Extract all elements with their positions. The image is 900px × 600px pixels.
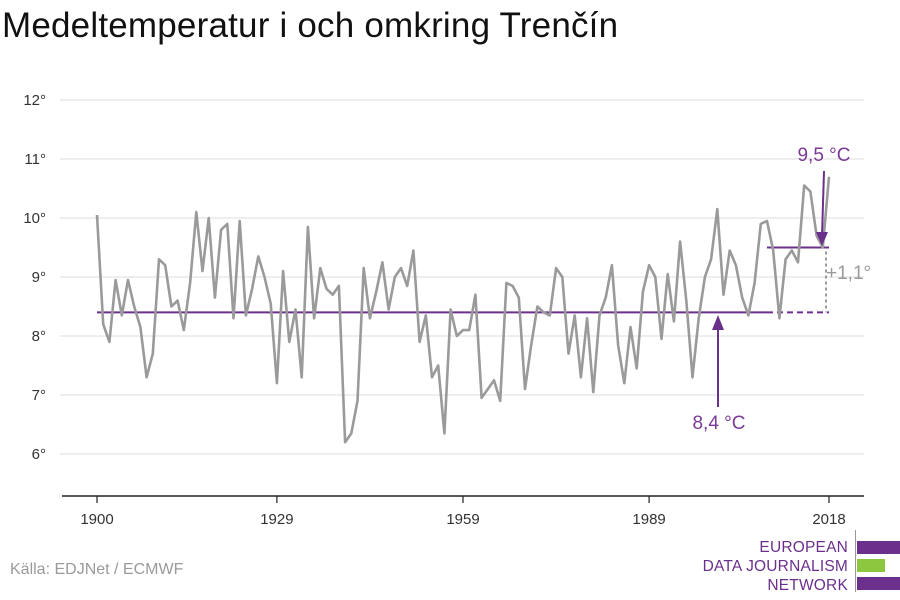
logo-divider xyxy=(855,530,856,592)
reference-lines xyxy=(97,246,829,314)
logo-text-line1: EUROPEAN xyxy=(759,539,848,556)
y-tick-label: 8° xyxy=(32,328,46,345)
difference-label: +1,1° xyxy=(826,263,871,284)
x-axis: 1900 1929 1959 1989 2018 xyxy=(62,495,864,528)
y-tick-label: 11° xyxy=(24,151,46,168)
baseline-average-label: 8,4 °C xyxy=(692,413,745,434)
page-title: Medeltemperatur i och omkring Trenčín xyxy=(2,6,619,45)
y-tick-label: 9° xyxy=(32,269,46,286)
x-tick-label: 1900 xyxy=(80,511,113,528)
recent-arrow-head xyxy=(816,232,828,246)
x-tick-label: 2018 xyxy=(812,511,845,528)
logo-text-line3: NETWORK xyxy=(767,577,848,594)
logo-text-line2: DATA JOURNALISM xyxy=(702,558,848,575)
logo-bar-purple-top xyxy=(857,541,900,554)
source-note: Källa: EDJNet / ECMWF xyxy=(10,561,184,578)
y-tick-label: 7° xyxy=(32,387,46,404)
baseline-arrow-head xyxy=(712,315,724,330)
y-tick-label: 6° xyxy=(32,446,46,463)
x-tick-label: 1959 xyxy=(446,511,479,528)
x-tick-label: 1989 xyxy=(632,511,665,528)
recent-arrow-shaft xyxy=(821,170,825,237)
series-line xyxy=(95,176,831,444)
y-tick-label: 12° xyxy=(23,92,46,109)
recent-average-label: 9,5 °C xyxy=(797,145,850,166)
logo-bar-green xyxy=(857,559,885,572)
edjnet-logo: EUROPEAN DATA JOURNALISM NETWORK xyxy=(700,530,900,596)
series-layer xyxy=(95,176,831,444)
x-tick-label: 1929 xyxy=(260,511,293,528)
gridlines xyxy=(60,99,864,455)
logo-bar-purple-bottom xyxy=(857,577,900,590)
annotations: +1,1° 9,5 °C 8,4 °C xyxy=(692,145,871,434)
y-axis-ticks: 6° 7° 8° 9° 10° 11° 12° xyxy=(23,92,46,463)
y-tick-label: 10° xyxy=(23,210,46,227)
